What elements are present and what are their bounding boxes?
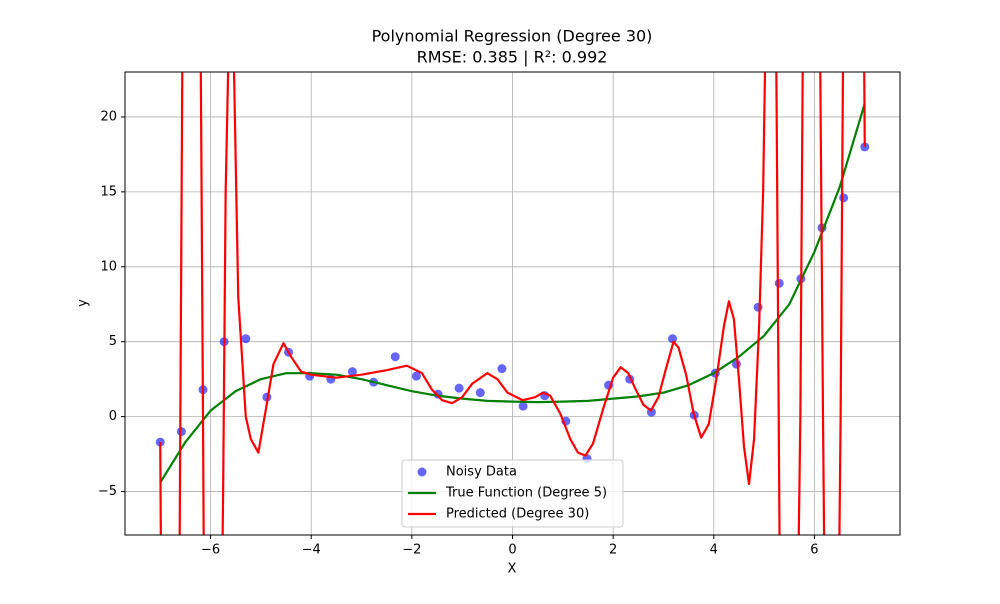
- y-tick-label: 0: [109, 409, 117, 424]
- data-point: [347, 367, 357, 377]
- legend-box: [401, 459, 624, 528]
- legend-label: Predicted (Degree 30): [446, 507, 589, 522]
- x-tick-label: 6: [810, 543, 818, 558]
- data-point: [518, 401, 528, 411]
- data-point: [668, 334, 678, 344]
- y-tick-label: 15: [100, 184, 117, 199]
- x-tick-label: −6: [201, 543, 220, 558]
- y-tick-label: 5: [109, 334, 117, 349]
- x-tick-label: −2: [402, 543, 421, 558]
- data-line: [159, 103, 866, 484]
- data-point: [390, 352, 400, 362]
- x-tick-label: 0: [508, 543, 516, 558]
- data-point: [454, 383, 464, 393]
- legend-label: True Function (Degree 5): [445, 486, 607, 501]
- y-tick-label: −5: [98, 484, 117, 499]
- data-point: [753, 302, 763, 312]
- y-axis-label: y: [76, 299, 91, 307]
- x-tick-label: 2: [609, 543, 617, 558]
- data-point: [774, 278, 784, 288]
- chart-title: Polynomial Regression (Degree 30): [372, 27, 653, 46]
- chart-subtitle: RMSE: 0.385 | R²: 0.992: [417, 48, 608, 67]
- y-tick-label: 20: [100, 109, 117, 124]
- x-axis-label: X: [508, 562, 517, 577]
- plot-area: [155, 72, 870, 535]
- data-point: [497, 364, 507, 374]
- legend-label: Noisy Data: [446, 465, 517, 480]
- plot-frame: [124, 71, 901, 536]
- data-point: [839, 193, 849, 203]
- data-point: [411, 371, 421, 381]
- x-tick-label: −4: [302, 543, 321, 558]
- legend-marker: [417, 467, 427, 477]
- legend: Noisy Data True Function (Degree 5) Predic…: [401, 459, 624, 528]
- x-tick-label: 4: [710, 543, 718, 558]
- y-tick-label: 10: [100, 259, 117, 274]
- data-line: [159, 72, 866, 535]
- data-point: [475, 388, 485, 398]
- data-point: [241, 334, 251, 344]
